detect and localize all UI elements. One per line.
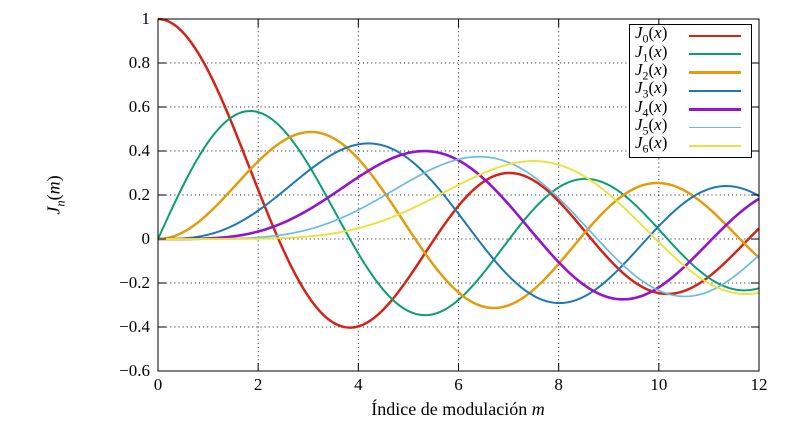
legend-entry: J3(x) (635, 78, 741, 101)
curve-j1x (157, 109, 760, 317)
legend-line-sample (689, 144, 741, 147)
legend-entry-label: J5(x) (635, 114, 668, 138)
legend-entry-label: J0(x) (635, 23, 668, 46)
y-tick-label: 0.8 (128, 53, 150, 72)
y-tick-label: −0.2 (119, 273, 150, 292)
x-tick-label: 10 (650, 375, 668, 394)
x-tick-label: 2 (253, 375, 263, 394)
legend-line-sample (689, 34, 741, 38)
x-axis-label: Índice de modulación m (371, 399, 545, 419)
y-tick-label: 0.4 (128, 141, 150, 160)
x-tick-label: 8 (554, 375, 563, 394)
y-tick-label: −0.4 (119, 317, 150, 336)
curve-j6x (158, 160, 760, 295)
legend-entry: J2(x) (635, 60, 741, 83)
legend-line-sample (689, 89, 741, 92)
legend-entry: J1(x) (635, 41, 741, 65)
y-axis-label: Jn(m) (43, 175, 68, 215)
y-tick-label: 0.6 (128, 97, 150, 116)
x-tick-label: 0 (153, 375, 163, 394)
legend-entry-label: J4(x) (635, 96, 668, 119)
legend-entry: J6(x) (635, 133, 741, 156)
x-tick-label: 12 (750, 375, 768, 394)
legend-entry: J0(x) (635, 23, 741, 46)
legend-entry-label: J1(x) (635, 41, 668, 65)
legend-line-sample (689, 107, 741, 111)
legend-entry: J4(x) (635, 96, 741, 119)
legend: J0(x) J1(x) J2(x) J3(x) J4(x) J5(x) J6(x) (629, 24, 752, 158)
legend-line-sample (689, 71, 741, 74)
y-tick-label: −0.6 (119, 361, 150, 380)
legend-line-sample (689, 126, 741, 129)
axis-tick-marks (157, 18, 760, 372)
curve-j2x (157, 130, 760, 310)
legend-entry: J5(x) (635, 114, 741, 138)
legend-entry-label: J6(x) (635, 133, 668, 156)
legend-line-sample (689, 53, 741, 56)
y-tick-label: 1 (141, 9, 151, 28)
x-tick-label: 4 (354, 375, 363, 394)
curve-j0x (157, 17, 760, 329)
curve-j4x (158, 149, 760, 301)
curve-j3x (158, 142, 760, 305)
x-axis-label-variable: m (531, 399, 545, 419)
data-curves (157, 17, 760, 329)
curve-j5x (158, 155, 760, 298)
x-tick-label: 6 (454, 375, 463, 394)
y-tick-label: 0.2 (128, 185, 150, 204)
legend-entry-label: J3(x) (635, 78, 668, 101)
legend-entry-label: J2(x) (635, 60, 668, 83)
y-tick-label: 0 (141, 229, 151, 248)
